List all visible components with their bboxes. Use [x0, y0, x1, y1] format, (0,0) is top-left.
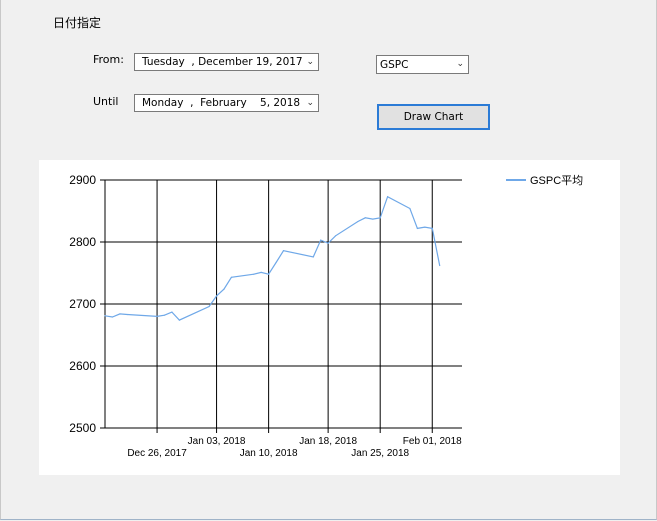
data-point	[163, 314, 166, 316]
x-tick-label: Jan 18, 2018	[299, 436, 357, 447]
data-point	[387, 196, 389, 198]
y-tick-label: 2700	[69, 297, 96, 311]
from-label: From:	[93, 53, 124, 66]
x-tick-label: Jan 03, 2018	[188, 436, 246, 447]
data-point	[439, 264, 441, 267]
data-point	[111, 316, 114, 318]
data-point	[282, 250, 285, 252]
data-point	[424, 226, 426, 228]
x-tick-label: Dec 26, 2017	[127, 448, 187, 459]
date-group-title: 日付指定	[53, 16, 102, 30]
data-point	[364, 217, 366, 219]
y-tick-label: 2500	[69, 421, 96, 435]
until-date-value: Monday , February 5, 2018	[142, 97, 301, 109]
data-point	[275, 261, 277, 264]
from-date-picker[interactable]: Tuesday , December 19, 2017 ⌄	[134, 53, 319, 71]
data-point	[327, 242, 329, 244]
from-date-value: Tuesday , December 19, 2017	[142, 56, 303, 68]
series-line	[104, 195, 441, 321]
data-point	[320, 239, 322, 241]
data-point	[156, 315, 158, 317]
data-point	[104, 315, 106, 317]
x-tick-label: Jan 25, 2018	[351, 448, 409, 459]
data-point	[334, 235, 337, 237]
data-point	[171, 311, 173, 313]
data-point	[260, 271, 262, 273]
symbol-select-value: GSPC	[380, 58, 409, 71]
draw-chart-button[interactable]: Draw Chart	[377, 104, 490, 130]
until-date-picker[interactable]: Monday , February 5, 2018 ⌄	[134, 94, 319, 112]
until-label: Until	[93, 95, 119, 108]
data-point	[416, 227, 418, 229]
stock-line-chart: 2500 2600 2700 2800 2900 Dec 26, 2017 Jan 10, …	[69, 173, 583, 459]
data-point	[178, 319, 180, 321]
data-point	[119, 313, 121, 315]
data-point	[431, 227, 433, 229]
data-point	[312, 256, 314, 258]
y-tick-label: 2900	[69, 173, 96, 187]
x-tick-label: Jan 10, 2018	[240, 448, 298, 459]
data-point	[409, 207, 411, 210]
data-point	[357, 220, 359, 223]
data-point	[372, 218, 374, 220]
symbol-select[interactable]: GSPC ⌄	[376, 55, 469, 74]
draw-chart-button-label: Draw Chart	[403, 111, 464, 123]
y-tick-label: 2600	[69, 359, 96, 373]
data-point	[126, 313, 128, 316]
y-tick-label: 2800	[69, 235, 96, 249]
chevron-down-icon[interactable]: ⌄	[306, 98, 314, 108]
data-point	[379, 217, 381, 219]
chevron-down-icon[interactable]: ⌄	[456, 59, 464, 69]
data-point	[223, 288, 225, 290]
data-point	[230, 276, 233, 278]
data-point	[268, 273, 270, 275]
x-tick-label: Feb 01, 2018	[403, 436, 462, 447]
data-point	[208, 305, 210, 308]
data-point	[215, 295, 218, 297]
data-point	[253, 273, 255, 275]
legend-label: GSPC平均	[530, 174, 583, 187]
chevron-down-icon[interactable]: ⌄	[306, 57, 314, 67]
chart-panel: 2500 2600 2700 2800 2900 Dec 26, 2017 Jan 10, …	[39, 160, 620, 475]
